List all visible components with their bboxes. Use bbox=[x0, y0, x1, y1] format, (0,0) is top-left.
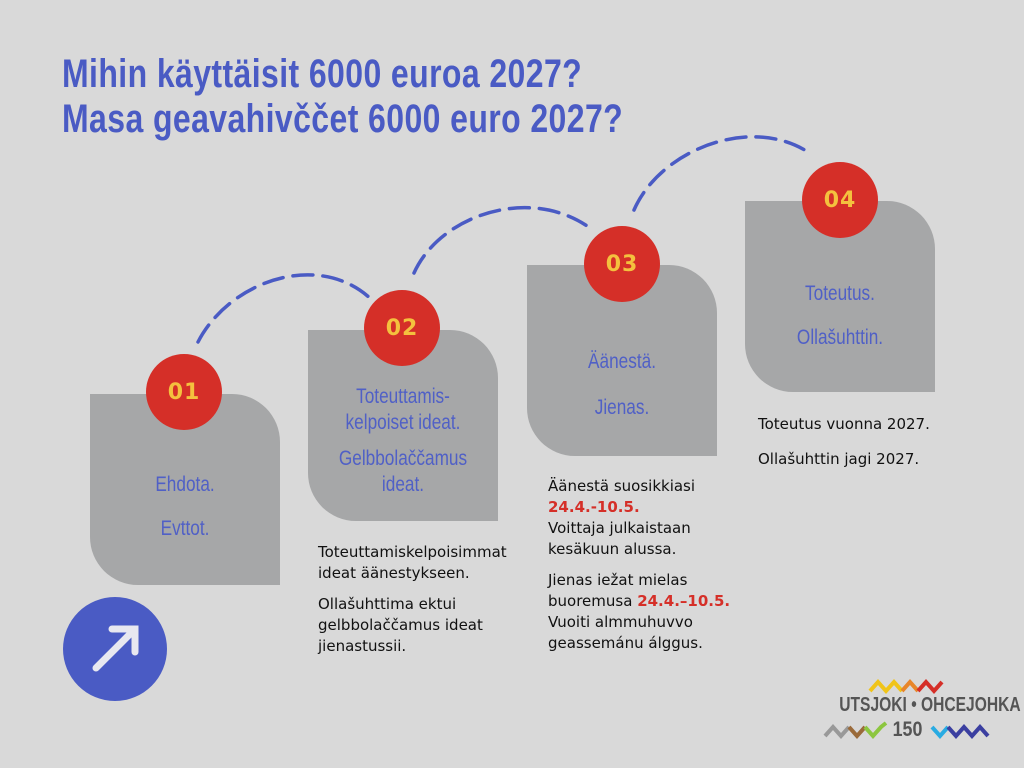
utsjoki-ohcejohka-logo: UTSJOKI • OHCEJOHKA 150 bbox=[820, 676, 1021, 746]
step-1-line: Evttot. bbox=[160, 517, 210, 540]
step-3-badge: 03 bbox=[584, 226, 660, 302]
connector-1-2 bbox=[196, 273, 374, 344]
step-2-desc-p1: Toteuttamiskelpoisimmat ideat äänestykse… bbox=[318, 543, 507, 582]
title-sami: Masa geavahivččet 6000 euro 2027? bbox=[62, 97, 624, 141]
step-3-line: Jienas. bbox=[594, 396, 650, 419]
step-2-line: Toteuttamis- bbox=[356, 385, 450, 408]
step-3-desc-p1b: Voittaja julkaistaan kesäkuun alussa. bbox=[548, 519, 691, 558]
step-1-badge: 01 bbox=[146, 354, 222, 430]
step-4-desc-p1: Toteutus vuonna 2027. bbox=[758, 415, 930, 433]
step-3-line: Äänestä. bbox=[588, 350, 656, 373]
step-4-desc-p2: Ollašuhttin jagi 2027. bbox=[758, 450, 920, 468]
step-2-desc-p2: Ollašuhttima ektui gelbbolaččamus ideat … bbox=[318, 595, 483, 655]
step-2-badge: 02 bbox=[364, 290, 440, 366]
step-3-desc-p2a: Jienas iežat mielas buoremusa bbox=[548, 571, 688, 610]
voting-dates: 24.4.-10.5. bbox=[548, 498, 640, 516]
step-2-line: ideat. bbox=[381, 473, 425, 496]
step-1-line: Ehdota. bbox=[155, 473, 215, 496]
logo-number: 150 bbox=[892, 718, 923, 741]
step-2-line: Gelbbolaččamus bbox=[338, 447, 468, 470]
connector-2-3 bbox=[412, 205, 592, 275]
arrow-up-right-icon bbox=[63, 597, 167, 701]
step-2-line: kelpoiset ideat. bbox=[345, 411, 461, 434]
step-4-line: Ollašuhttin. bbox=[796, 326, 884, 349]
step-4-badge: 04 bbox=[802, 162, 878, 238]
step-3-desc-p1a: Äänestä suosikkiasi bbox=[548, 477, 696, 495]
step-3-desc-p2b: Vuoiti almmuhuvvo geassemánu álggus. bbox=[548, 613, 703, 652]
connector-3-4 bbox=[632, 135, 810, 212]
step-2-description: Toteuttamiskelpoisimmat ideat äänestykse… bbox=[318, 542, 533, 667]
logo-text: UTSJOKI • OHCEJOHKA bbox=[839, 694, 1021, 716]
step-4-line: Toteutus. bbox=[805, 282, 875, 305]
voting-dates-sami: 24.4.–10.5. bbox=[637, 592, 731, 610]
step-4-description: Toteutus vuonna 2027. Ollašuhttin jagi 2… bbox=[758, 414, 978, 480]
step-3-description: Äänestä suosikkiasi 24.4.-10.5. Voittaja… bbox=[548, 476, 748, 664]
title-finnish: Mihin käyttäisit 6000 euroa 2027? bbox=[62, 52, 583, 96]
step-2-card: Toteuttamis- kelpoiset ideat. Gelbbolačč… bbox=[308, 330, 498, 521]
